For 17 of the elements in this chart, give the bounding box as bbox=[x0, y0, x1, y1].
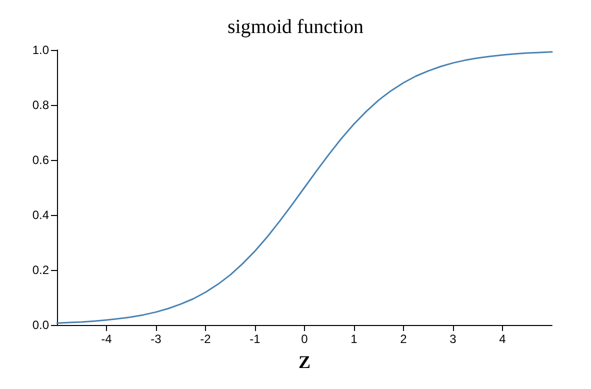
y-tick-label: 0.0 bbox=[32, 318, 50, 332]
chart-title: sigmoid function bbox=[227, 16, 364, 38]
x-tick-label: -4 bbox=[101, 332, 112, 346]
y-tick-label: 0.4 bbox=[32, 208, 50, 222]
x-tick-label: 0 bbox=[301, 332, 308, 346]
x-tick-label: 3 bbox=[450, 332, 457, 346]
x-tick-label: -3 bbox=[150, 332, 162, 346]
x-tick-label: -1 bbox=[250, 332, 261, 346]
x-tick-label: 1 bbox=[350, 332, 358, 346]
y-tick-label: 1.0 bbox=[32, 43, 50, 57]
y-tick-label: 0.8 bbox=[32, 98, 50, 112]
x-tick-label: 4 bbox=[499, 332, 506, 346]
y-tick-label: 0.6 bbox=[32, 153, 50, 167]
x-tick-label: -2 bbox=[200, 332, 212, 346]
x-tick-label: 2 bbox=[400, 332, 408, 346]
y-tick-label: 0.2 bbox=[32, 263, 50, 277]
x-axis-title: Z bbox=[298, 352, 311, 372]
